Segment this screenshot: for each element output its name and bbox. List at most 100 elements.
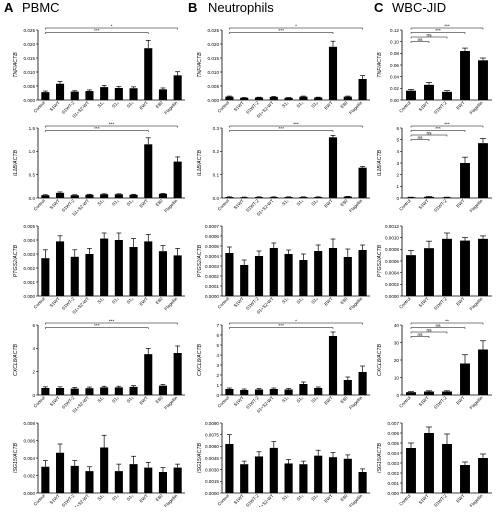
- bar-2: [254, 389, 264, 395]
- bar-2: [70, 256, 79, 296]
- bar-0: [41, 195, 50, 198]
- bar-9: [173, 255, 182, 296]
- x-tick-label: EWT: [139, 296, 150, 307]
- significance-label: ***: [94, 126, 100, 132]
- x-tick-label: S1WT: [49, 395, 61, 407]
- bar-4: [100, 238, 109, 296]
- bar-1: [424, 84, 434, 100]
- bar-4: [100, 87, 109, 100]
- bar-3: [269, 389, 278, 395]
- significance-label: ***: [444, 121, 450, 127]
- bar-4: [478, 60, 488, 100]
- y-tick-label: 0.000: [24, 294, 36, 299]
- y-tick-label: 0.015: [24, 56, 36, 61]
- y-tick-label: 0.005: [388, 441, 400, 446]
- bar-3: [85, 388, 94, 395]
- significance-label: ***: [435, 28, 441, 34]
- y-tick-label: 20: [394, 358, 400, 363]
- bar-6: [129, 464, 138, 493]
- y-tick-label: 10: [394, 375, 400, 380]
- bar-9: [173, 161, 182, 198]
- bar-0: [41, 92, 50, 100]
- y-tick-label: 0.004: [24, 238, 36, 243]
- x-tick-label: Flagellin: [348, 493, 363, 507]
- y-tick-label: 6: [396, 126, 399, 131]
- y-tick-label: 0.0006: [385, 259, 399, 264]
- x-tick-label: S1₃: [296, 395, 305, 404]
- bar-8: [343, 96, 352, 100]
- charts-group: 0.0000.0050.0100.0150.0200.025TNF/ACTBCo…: [13, 23, 492, 512]
- x-tick-label: S1WT: [418, 296, 430, 308]
- bar-2: [442, 238, 452, 296]
- x-tick-label: Control: [398, 493, 412, 507]
- y-tick-label: 0.005: [24, 84, 36, 89]
- chart-A5: 0.0000.0020.0040.0060.008ISG15/ACTBContr…: [13, 421, 185, 512]
- y-tick-label: 0.0008: [385, 247, 399, 252]
- significance-label: ns: [417, 38, 423, 43]
- chart-C5: 0.000 0.001 0.002 0.003 0.004 0.005 0.006 0.007…: [377, 421, 492, 508]
- y-tick-label: 0.001: [24, 280, 36, 285]
- x-tick-label: Control: [398, 395, 412, 409]
- x-tick-label: Flagellin: [163, 296, 178, 311]
- significance-label: *: [295, 23, 297, 29]
- bar-9: [358, 79, 367, 100]
- significance-label: ***: [278, 28, 284, 34]
- y-tick-label: 3: [396, 161, 399, 166]
- y-tick-label: 0.003: [388, 461, 400, 466]
- x-tick-label: S1WT-2: [433, 395, 448, 410]
- bar-0: [225, 197, 234, 198]
- bar-3: [85, 91, 94, 100]
- bar-5: [299, 384, 308, 395]
- x-tick-label: EWT: [323, 198, 334, 209]
- x-tick-label: E80: [339, 493, 348, 502]
- bar-3: [85, 471, 94, 493]
- y-tick-label: 4: [396, 149, 399, 154]
- bar-3: [269, 248, 278, 296]
- bar-6: [314, 251, 323, 296]
- y-tick-label: 0.0075: [205, 432, 219, 437]
- chart-A1: 0.0000.0050.0100.0150.0200.025TNF/ACTBCo…: [13, 23, 185, 119]
- x-tick-label: S1₁: [96, 493, 105, 502]
- bar-3: [460, 51, 470, 100]
- y-tick-label: 0: [216, 393, 219, 398]
- bar-9: [173, 353, 182, 395]
- bar-8: [158, 472, 167, 493]
- y-tick-label: 0.000: [388, 491, 400, 496]
- x-tick-label: S1₃: [296, 198, 305, 207]
- y-tick-label: 4: [216, 353, 219, 358]
- bar-8: [343, 380, 352, 395]
- bar-6: [314, 97, 323, 100]
- bar-2: [70, 91, 79, 100]
- y-tick-label: 0.04: [390, 74, 399, 79]
- bar-6: [129, 386, 138, 395]
- x-tick-label: S1₃: [111, 296, 120, 305]
- bar-3: [269, 197, 278, 198]
- y-tick-label: 0.10: [390, 39, 399, 44]
- significance-label: ***: [109, 121, 115, 127]
- significance-label: *: [111, 23, 113, 29]
- bar-7: [144, 48, 153, 100]
- bar-9: [358, 167, 367, 198]
- x-tick-label: S1₃: [296, 296, 305, 305]
- x-tick-label: Flagellin: [163, 100, 178, 115]
- y-axis-label: IL1B/ACTB: [13, 149, 19, 175]
- y-tick-label: 0.005: [24, 224, 36, 229]
- x-tick-label: Flagellin: [469, 198, 484, 213]
- y-tick-label: 0.020: [24, 42, 36, 47]
- bar-9: [358, 372, 367, 395]
- x-tick-label: Flagellin: [163, 493, 178, 507]
- y-tick-label: 0.0000: [205, 491, 219, 496]
- y-axis-label: PTGS2/ACTB: [377, 244, 383, 277]
- x-tick-label: EWT: [139, 395, 150, 406]
- significance-label: ns: [426, 328, 432, 333]
- x-tick-label: Flagellin: [348, 198, 363, 213]
- x-tick-label: S1WT: [418, 493, 430, 505]
- y-tick-label: 0.000: [208, 98, 220, 103]
- x-tick-label: S1WT: [418, 198, 430, 210]
- x-tick-label: S1₃: [111, 395, 120, 404]
- bar-4: [478, 349, 488, 395]
- y-tick-label: 30: [394, 340, 400, 345]
- bar-1: [56, 388, 65, 395]
- bar-7: [144, 467, 153, 493]
- y-tick-label: 0.0003: [205, 264, 219, 269]
